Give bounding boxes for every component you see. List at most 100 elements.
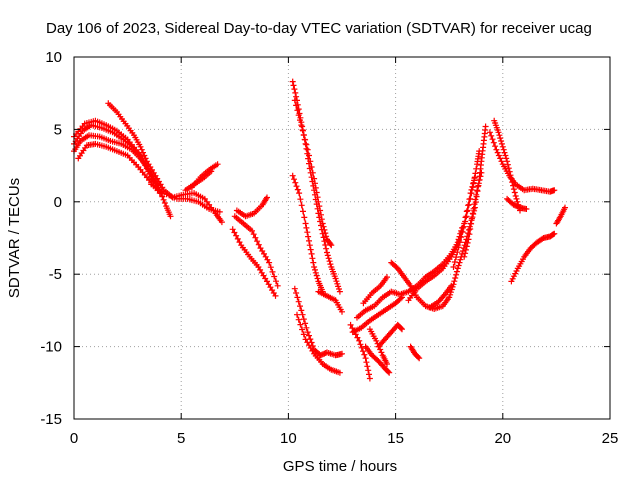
data-point-marker — [474, 187, 481, 194]
data-point-marker — [302, 320, 309, 327]
y-tick-label: 5 — [54, 121, 62, 138]
data-point-marker — [142, 162, 149, 169]
data-point-marker — [474, 183, 481, 190]
data-point-marker — [503, 155, 510, 162]
data-point-marker — [473, 165, 480, 172]
data-point-marker — [464, 239, 471, 246]
x-tick-label: 0 — [70, 430, 78, 447]
data-point-marker — [309, 169, 316, 176]
data-point-marker — [510, 186, 517, 193]
data-point-marker — [453, 254, 460, 261]
data-point-marker — [486, 129, 493, 136]
data-point-marker — [314, 275, 321, 282]
data-point-marker — [300, 131, 307, 138]
data-point-marker — [366, 371, 372, 378]
data-point-marker — [295, 298, 302, 305]
data-point-marker — [312, 269, 319, 276]
y-tick-label: 10 — [45, 49, 62, 66]
data-point-marker — [298, 202, 305, 209]
data-point-marker — [298, 307, 305, 314]
data-point-marker — [266, 259, 273, 266]
data-point-marker — [208, 168, 215, 175]
data-point-marker — [293, 290, 300, 296]
data-point-marker — [305, 233, 312, 240]
data-point-marker — [302, 136, 309, 143]
data-point-marker — [310, 259, 317, 266]
data-point-marker — [461, 253, 468, 260]
data-point-marker — [289, 78, 296, 85]
data-point-marker — [140, 159, 147, 166]
series-track-m — [291, 97, 335, 249]
data-point-marker — [297, 303, 303, 310]
data-point-marker — [562, 204, 568, 211]
data-point-marker — [362, 355, 369, 362]
data-point-marker — [386, 369, 393, 376]
data-point-marker — [324, 252, 331, 259]
data-point-marker — [306, 152, 312, 159]
data-point-marker — [385, 368, 392, 375]
data-point-marker — [476, 176, 483, 183]
data-point-marker — [551, 187, 558, 194]
data-point-marker — [304, 329, 311, 336]
data-point-marker — [314, 194, 321, 201]
data-point-marker — [326, 258, 333, 265]
data-point-marker — [299, 127, 306, 133]
series-track-d — [75, 140, 163, 197]
data-point-marker — [463, 243, 470, 250]
data-point-marker — [495, 152, 502, 159]
data-point-marker — [291, 97, 298, 104]
data-point-marker — [321, 226, 328, 233]
data-point-marker — [476, 148, 483, 155]
data-point-marker — [455, 262, 462, 269]
data-point-marker — [296, 190, 303, 197]
data-point-marker — [460, 223, 467, 230]
data-point-marker — [358, 344, 365, 351]
data-point-marker — [336, 369, 343, 376]
series-track-r — [347, 321, 373, 382]
data-point-marker — [475, 180, 482, 187]
data-point-marker — [294, 294, 301, 301]
data-point-marker — [361, 351, 368, 358]
data-point-marker — [471, 201, 478, 208]
data-point-marker — [451, 259, 458, 265]
series-track-i — [231, 213, 281, 289]
data-point-marker — [453, 271, 460, 278]
data-point-marker — [319, 220, 326, 227]
data-point-marker — [470, 179, 477, 186]
data-point-marker — [513, 195, 520, 202]
data-point-marker — [291, 176, 297, 183]
data-point-marker — [313, 272, 320, 279]
data-point-marker — [301, 214, 308, 221]
series-track-f — [148, 181, 223, 215]
data-point-marker — [216, 208, 223, 215]
data-point-marker — [267, 264, 274, 271]
data-point-marker — [489, 136, 496, 143]
series-track-ac — [461, 169, 485, 260]
data-point-marker — [302, 220, 309, 227]
data-point-marker — [504, 161, 511, 168]
data-point-marker — [300, 331, 307, 338]
data-point-marker — [467, 195, 474, 202]
data-point-marker — [462, 218, 469, 225]
data-point-marker — [469, 184, 476, 191]
x-axis-title: GPS time / hours — [283, 458, 397, 475]
chart-title: Day 106 of 2023, Sidereal Day-to-day VTE… — [46, 20, 592, 37]
data-point-marker — [141, 152, 148, 159]
data-point-marker — [354, 334, 361, 341]
series-track-o — [291, 285, 345, 359]
data-point-marker — [452, 275, 459, 281]
data-point-marker — [473, 191, 480, 198]
data-point-marker — [356, 337, 363, 344]
data-point-marker — [312, 184, 319, 191]
data-marks — [71, 78, 568, 382]
data-point-marker — [492, 143, 499, 150]
data-point-marker — [482, 123, 489, 130]
series-track-p — [294, 311, 343, 376]
data-point-marker — [415, 354, 422, 361]
data-point-marker — [161, 200, 168, 206]
data-point-marker — [454, 265, 461, 272]
data-point-marker — [451, 278, 458, 285]
data-point-marker — [293, 93, 300, 100]
series-track-q — [315, 288, 345, 315]
data-point-marker — [160, 196, 167, 203]
